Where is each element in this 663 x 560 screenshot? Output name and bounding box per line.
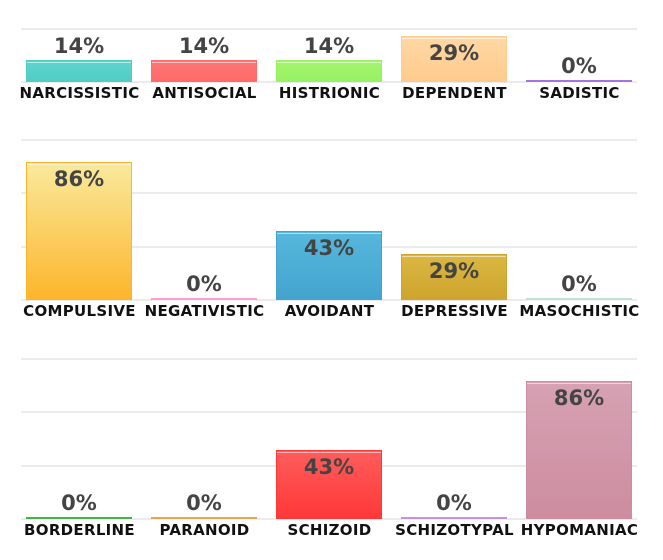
bar-compulsive[interactable] — [26, 162, 132, 300]
bar-masochistic[interactable] — [526, 298, 632, 301]
category-label: SCHIZOID — [287, 521, 372, 539]
category-label: BORDERLINE — [24, 521, 135, 539]
data-label: 43% — [303, 236, 355, 260]
bar-borderline[interactable] — [26, 517, 132, 520]
baseline — [21, 518, 637, 520]
data-label: 86% — [53, 167, 105, 191]
data-label: 14% — [178, 34, 230, 58]
data-label: 43% — [303, 455, 355, 479]
bar-sadistic[interactable] — [526, 80, 632, 83]
data-label: 14% — [53, 34, 105, 58]
category-label: SADISTIC — [539, 84, 620, 102]
baseline — [21, 81, 637, 83]
category-label: SCHIZOTYPAL — [395, 521, 514, 539]
data-label: 86% — [553, 386, 605, 410]
category-label: AVOIDANT — [284, 302, 375, 320]
gridline — [21, 192, 637, 194]
bar-antisocial[interactable] — [151, 60, 257, 82]
bar-schizoid[interactable] — [276, 450, 382, 519]
data-label: 0% — [61, 491, 97, 515]
bar-negativistic[interactable] — [151, 298, 257, 301]
category-label: COMPULSIVE — [23, 302, 136, 320]
category-label: ANTISOCIAL — [152, 84, 257, 102]
category-label: HISTRIONIC — [278, 84, 381, 102]
bar-hypomaniac[interactable] — [526, 381, 632, 519]
data-label: 0% — [436, 491, 472, 515]
data-label: 0% — [561, 272, 597, 296]
category-label: NARCISSISTIC — [19, 84, 140, 102]
category-label: NEGATIVISTIC — [144, 302, 265, 320]
baseline — [21, 299, 637, 301]
bar-narcissistic[interactable] — [26, 60, 132, 82]
category-label: DEPRESSIVE — [401, 302, 508, 320]
data-label: 29% — [428, 41, 480, 65]
gridline — [21, 358, 637, 360]
category-label: DEPENDENT — [402, 84, 507, 102]
gridline — [21, 28, 637, 30]
bar-depressive[interactable] — [401, 254, 507, 300]
bar-schizotypal[interactable] — [401, 517, 507, 520]
gridline — [21, 411, 637, 413]
data-label: 0% — [186, 272, 222, 296]
data-label: 29% — [428, 259, 480, 283]
category-label: HYPOMANIAC — [520, 521, 639, 539]
data-label: 14% — [303, 34, 355, 58]
bar-avoidant[interactable] — [276, 231, 382, 300]
gridline — [21, 139, 637, 141]
bar-dependent[interactable] — [401, 36, 507, 82]
bar-paranoid[interactable] — [151, 517, 257, 520]
category-label: MASOCHISTIC — [519, 302, 640, 320]
data-label: 0% — [186, 491, 222, 515]
bar-histrionic[interactable] — [276, 60, 382, 82]
category-label: PARANOID — [159, 521, 250, 539]
data-label: 0% — [561, 54, 597, 78]
